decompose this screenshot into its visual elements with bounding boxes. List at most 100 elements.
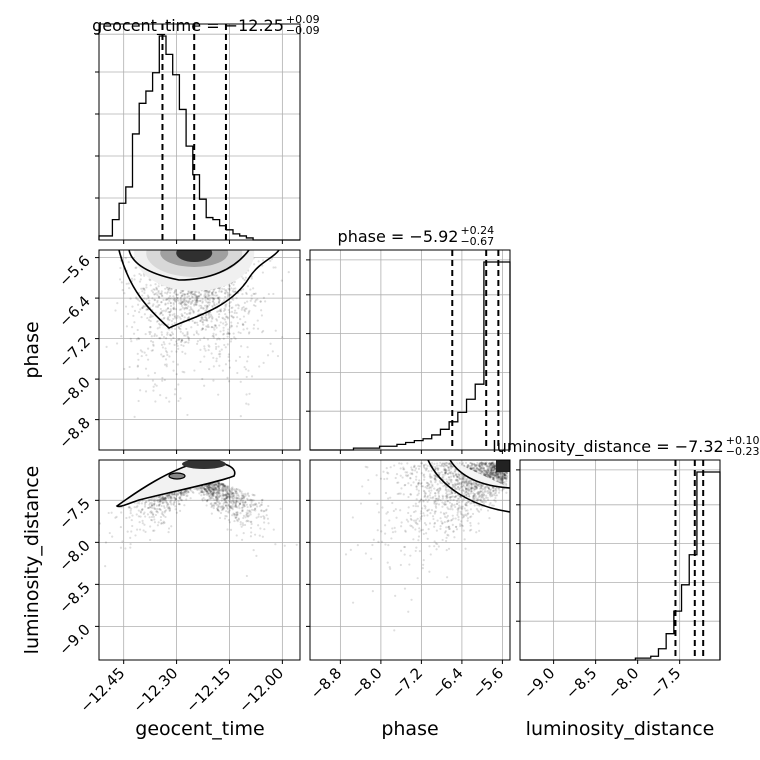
sample-point bbox=[452, 517, 455, 520]
sample-point bbox=[211, 492, 215, 496]
sample-point bbox=[211, 292, 214, 295]
sample-point bbox=[399, 549, 403, 552]
sample-point bbox=[195, 301, 198, 304]
sample-point bbox=[250, 297, 253, 300]
sample-point bbox=[174, 300, 177, 303]
sample-point bbox=[464, 480, 467, 483]
sample-point bbox=[185, 327, 188, 331]
sample-point bbox=[132, 314, 135, 317]
sample-point bbox=[222, 489, 225, 492]
sample-point bbox=[238, 355, 241, 359]
sample-point bbox=[444, 500, 447, 504]
sample-point bbox=[237, 504, 241, 507]
sample-point bbox=[439, 487, 442, 490]
sample-point bbox=[498, 477, 501, 481]
sample-point bbox=[189, 297, 192, 300]
sample-point bbox=[217, 491, 220, 494]
sample-point bbox=[164, 509, 168, 512]
sample-point bbox=[214, 324, 217, 328]
sample-point bbox=[218, 492, 222, 495]
sample-point bbox=[235, 504, 238, 508]
sample-point bbox=[204, 294, 207, 297]
sample-point bbox=[261, 498, 264, 501]
sample-point bbox=[447, 519, 450, 522]
sample-point bbox=[172, 369, 175, 372]
sample-point bbox=[207, 487, 210, 490]
sample-point bbox=[212, 356, 215, 359]
sample-point bbox=[411, 469, 414, 472]
sample-point bbox=[174, 498, 177, 502]
hist-grid bbox=[306, 250, 510, 454]
sample-point bbox=[225, 515, 228, 518]
sample-point bbox=[415, 471, 419, 474]
sample-point bbox=[226, 488, 229, 491]
sample-point bbox=[480, 494, 484, 497]
sample-point bbox=[225, 489, 228, 492]
sample-point bbox=[457, 486, 460, 489]
sample-point bbox=[452, 485, 455, 488]
sample-point bbox=[141, 287, 145, 290]
sample-point bbox=[205, 485, 209, 488]
sample-point bbox=[387, 472, 390, 475]
sample-point bbox=[164, 496, 167, 500]
sample-point bbox=[216, 310, 219, 313]
sample-point bbox=[194, 303, 197, 306]
sample-point bbox=[170, 350, 173, 353]
sample-point bbox=[480, 470, 483, 473]
sample-point bbox=[441, 476, 444, 479]
sample-point bbox=[138, 299, 141, 303]
sample-point bbox=[399, 492, 402, 495]
sample-point bbox=[434, 542, 438, 545]
sample-point bbox=[462, 515, 465, 518]
sample-point bbox=[212, 334, 215, 337]
sample-point bbox=[144, 333, 147, 336]
sample-point bbox=[449, 496, 452, 499]
sample-point bbox=[213, 484, 216, 488]
sample-point bbox=[158, 303, 161, 307]
sample-point bbox=[179, 492, 182, 495]
sample-point bbox=[189, 302, 193, 306]
sample-point bbox=[247, 494, 251, 498]
sample-point bbox=[489, 471, 493, 474]
sample-point bbox=[431, 515, 435, 518]
sample-point bbox=[227, 486, 230, 489]
sample-point bbox=[234, 490, 237, 493]
sample-point bbox=[445, 461, 449, 465]
sample-point bbox=[232, 501, 235, 504]
sample-point bbox=[216, 507, 219, 510]
sample-point bbox=[477, 467, 480, 471]
sample-point bbox=[448, 501, 452, 504]
sample-point bbox=[168, 310, 172, 314]
sample-point bbox=[233, 336, 236, 339]
sample-point bbox=[230, 321, 233, 324]
sample-point bbox=[132, 332, 136, 335]
sample-point bbox=[214, 501, 217, 505]
sample-point bbox=[221, 483, 224, 487]
sample-point bbox=[183, 303, 187, 306]
sample-point bbox=[146, 316, 149, 320]
sample-point bbox=[454, 469, 457, 473]
sample-point bbox=[240, 345, 243, 348]
sample-point bbox=[147, 374, 150, 377]
sample-point bbox=[244, 307, 247, 310]
sample-point bbox=[409, 514, 412, 517]
sample-point bbox=[153, 502, 156, 505]
sample-point bbox=[233, 309, 237, 312]
sample-point bbox=[139, 389, 142, 392]
sample-point bbox=[434, 476, 437, 479]
sample-point bbox=[225, 490, 228, 493]
sample-point bbox=[193, 291, 197, 294]
sample-point bbox=[492, 471, 495, 474]
sample-point bbox=[192, 311, 195, 314]
sample-point bbox=[157, 501, 160, 504]
sample-point bbox=[241, 506, 244, 509]
sample-point bbox=[230, 492, 233, 495]
sample-point bbox=[227, 287, 230, 290]
sample-point bbox=[436, 483, 439, 486]
sample-point bbox=[185, 303, 188, 306]
sample-point bbox=[197, 486, 200, 489]
sample-point bbox=[480, 484, 483, 487]
sample-point bbox=[240, 308, 243, 311]
sample-point bbox=[264, 300, 267, 303]
sample-point bbox=[155, 384, 158, 387]
